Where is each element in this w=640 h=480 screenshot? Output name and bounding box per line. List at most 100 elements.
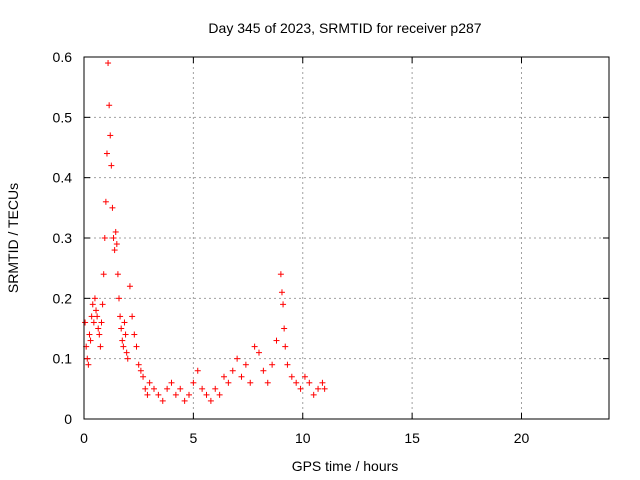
data-point — [102, 198, 109, 205]
data-point — [123, 349, 130, 356]
data-point — [114, 271, 121, 278]
data-point — [133, 343, 140, 350]
data-point — [116, 295, 122, 302]
data-point — [106, 102, 113, 109]
data-point — [94, 313, 101, 320]
data-point — [273, 337, 280, 344]
data-point — [129, 313, 136, 320]
data-point — [282, 343, 289, 350]
y-tick-label: 0.3 — [53, 230, 73, 246]
data-point — [212, 385, 219, 392]
data-point — [124, 355, 131, 362]
data-point — [111, 247, 118, 254]
data-point — [91, 295, 98, 302]
data-point — [85, 361, 92, 368]
y-tick-label: 0.6 — [53, 49, 73, 65]
data-point — [98, 319, 105, 326]
data-point — [251, 343, 258, 350]
data-point — [306, 379, 313, 386]
chart-title: Day 345 of 2023, SRMTID for receiver p28… — [208, 20, 481, 36]
data-point — [93, 307, 100, 314]
x-tick-label: 0 — [80, 430, 88, 446]
data-point — [120, 343, 127, 350]
data-point — [126, 283, 133, 290]
data-point — [87, 337, 94, 344]
data-point — [84, 355, 91, 362]
data-point — [90, 319, 97, 326]
y-tick-label: 0.5 — [53, 109, 73, 125]
data-point — [155, 391, 162, 398]
y-axis-label: SRMTID / TECUs — [5, 183, 21, 293]
data-point — [221, 373, 227, 380]
data-point — [117, 313, 124, 320]
data-point — [216, 391, 223, 398]
data-point — [82, 319, 89, 326]
data-point — [137, 367, 144, 374]
x-tick-label: 20 — [514, 430, 530, 446]
data-point — [199, 385, 206, 392]
data-point — [151, 385, 157, 392]
data-point — [225, 379, 232, 386]
data-point — [256, 349, 262, 356]
data-point — [186, 391, 192, 398]
data-point — [140, 373, 147, 380]
data-point — [319, 379, 326, 386]
data-point — [278, 289, 285, 296]
x-axis-label: GPS time / hours — [292, 458, 399, 474]
data-point — [121, 319, 128, 326]
plot-frame — [83, 56, 610, 420]
data-point — [107, 132, 114, 139]
data-point — [100, 271, 107, 278]
data-point — [229, 367, 236, 374]
axis-ticks: 0 5 10 15 20 0 0.1 0.2 0.3 0.4 0.5 0.6 — [53, 49, 609, 446]
data-point — [242, 361, 249, 368]
data-point — [247, 379, 254, 386]
data-point — [112, 228, 119, 235]
data-point — [310, 391, 317, 398]
data-point — [103, 150, 110, 157]
y-tick-label: 0 — [64, 411, 72, 427]
data-point — [238, 373, 245, 380]
data-point — [97, 343, 104, 350]
data-point — [135, 361, 142, 368]
data-point — [164, 385, 171, 392]
data-point — [177, 385, 184, 392]
data-point — [108, 162, 115, 169]
data-point — [194, 367, 201, 374]
data-point — [260, 367, 267, 374]
data-point — [131, 331, 138, 338]
data-point — [284, 361, 291, 368]
data-point — [207, 397, 214, 404]
data-point — [301, 373, 308, 380]
x-tick-label: 15 — [404, 430, 420, 446]
data-point — [109, 204, 116, 211]
data-point — [89, 301, 96, 308]
data-point — [122, 331, 129, 338]
y-tick-label: 0.4 — [53, 170, 73, 186]
data-point — [293, 379, 300, 386]
data-point — [280, 301, 287, 308]
data-point — [321, 385, 328, 392]
data-point — [288, 373, 295, 380]
data-point — [159, 397, 166, 404]
data-point — [105, 60, 112, 67]
data-point — [96, 331, 103, 338]
data-point — [190, 379, 197, 386]
data-point — [172, 391, 179, 398]
data-point — [118, 325, 125, 332]
data-point — [99, 301, 106, 308]
data-point — [168, 379, 175, 386]
data-point — [142, 385, 149, 392]
data-point — [203, 391, 210, 398]
y-tick-label: 0.2 — [53, 290, 73, 306]
x-tick-label: 10 — [295, 430, 311, 446]
data-point — [101, 235, 108, 241]
data-point — [277, 271, 284, 278]
data-point — [113, 241, 120, 248]
data-point — [281, 325, 288, 332]
data-point — [95, 325, 102, 332]
data-point — [144, 391, 151, 398]
y-tick-label: 0.1 — [53, 351, 73, 367]
